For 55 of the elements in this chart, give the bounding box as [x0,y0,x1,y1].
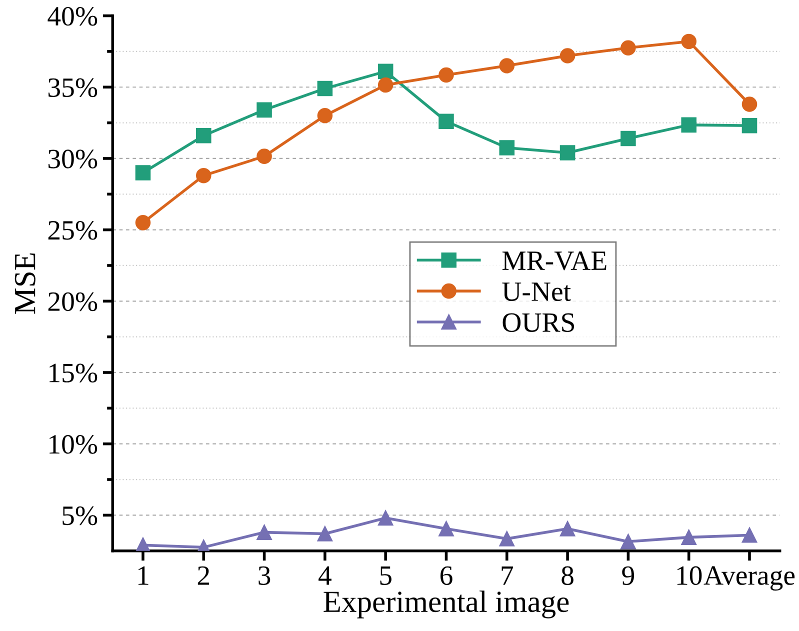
x-tick-label: 5 [380,566,392,585]
x-tick-label: 4 [318,566,332,585]
point [681,34,696,50]
legend-label: MR-VAE [502,252,606,270]
legend-label: U-Net [502,282,571,302]
y-tick-label: 40% [48,6,98,26]
point [499,140,515,156]
y-tick-label: 5% [62,506,98,526]
point [438,67,454,83]
y-tick-label: 10% [50,435,98,454]
y-tick-label: 30% [48,150,98,168]
point [620,40,636,56]
point [196,128,212,144]
point [256,524,272,540]
point [560,145,576,160]
point [317,80,333,96]
point [681,117,696,133]
x-tick-label: 3 [258,566,270,585]
point [560,521,576,536]
point [560,48,576,64]
point [499,58,515,74]
y-tick-label: 15% [50,364,98,383]
point [135,215,151,230]
x-tick-label: 7 [502,566,514,585]
point [499,531,515,546]
point [438,114,454,130]
point [620,534,636,550]
point [681,530,696,545]
legend-label: OURS [502,313,574,332]
point [378,77,394,93]
point [317,108,333,124]
y-tick-label: 20% [48,292,98,312]
x-tick-label: 10 [677,566,702,585]
point [438,521,454,536]
x-tick-label: 9 [622,566,634,585]
point [256,148,272,164]
y-axis-title: MSE [14,253,36,314]
point [135,165,151,180]
x-tick-label: Average [704,566,795,591]
x-tick-label: 2 [198,566,210,585]
x-tick-label: 6 [440,566,452,585]
point [620,130,636,146]
point [378,510,394,526]
point [742,528,758,543]
point [742,118,758,134]
y-tick-label: 35% [48,78,98,98]
point [317,526,333,542]
x-tick-label: 8 [562,566,574,585]
point [742,96,758,112]
point [256,102,272,118]
point [378,64,394,80]
point [196,168,212,184]
x-axis-title: Experimental image [324,590,569,618]
x-tick-label: 1 [138,566,148,585]
y-tick-label: 25% [48,220,98,240]
